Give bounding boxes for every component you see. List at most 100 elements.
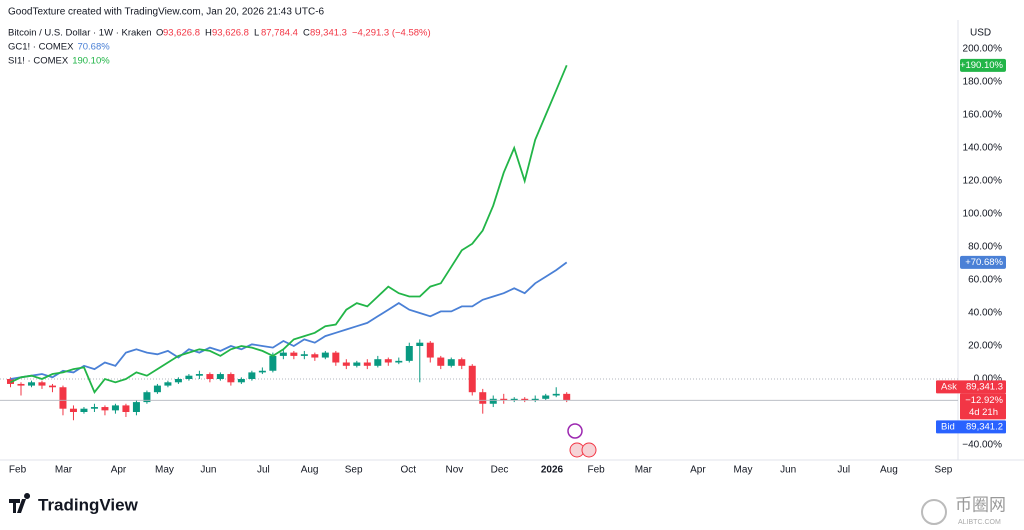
ohlc-value: 93,626.8 [163,28,200,39]
event-icon [567,423,583,439]
watermark: 币圈网 [955,495,1006,514]
ask-box [936,380,1006,394]
watermark-icon [921,499,947,525]
watermark-sub: ALIBTC.COM [958,519,1001,526]
y-tick-label: 40.00% [968,308,1002,319]
y-tick-label: 100.00% [963,209,1003,220]
candle-body [342,362,350,366]
y-tick-label: 140.00% [963,143,1003,154]
x-tick-label: Aug [880,465,898,476]
candle-body [353,362,361,366]
candle-body [248,372,256,379]
ask-value: 89,341.3 [966,381,1003,392]
x-tick-label: May [155,465,174,476]
legend-value: 70.68% [77,42,110,53]
symbol: Bitcoin / U.S. Dollar · 1W · Kraken [8,28,152,39]
x-tick-label: Jul [837,465,850,476]
x-tick-label: Mar [635,465,653,476]
x-tick-label: Feb [587,465,605,476]
caption: GoodTexture created with TradingView.com… [8,7,325,18]
ohlc-value: 93,626.8 [212,28,249,39]
x-tick-label: 2026 [541,465,564,476]
y-tick-label: 120.00% [963,176,1003,187]
candle-body [216,374,224,379]
y-tick-label: 200.00% [963,44,1003,55]
ohlc-label: H [205,28,212,39]
x-tick-label: Aug [301,465,319,476]
currency: USD [970,28,991,39]
x-tick-label: Sep [935,465,953,476]
candle-body [174,379,182,383]
candle-body [500,398,508,401]
candle-body [269,355,277,371]
candle-body [90,407,98,409]
candle-body [363,362,371,366]
candle-body [111,405,119,411]
candle-body [384,359,392,363]
y-tick-label: −40.00% [962,440,1002,451]
candle-body [510,398,518,401]
candle-body [153,385,161,393]
last-value-label: +70.68% [965,257,1003,268]
candle-body [311,354,319,358]
candle-body [437,357,445,366]
ask-label: Ask [941,381,957,392]
legend-value: 190.10% [72,56,110,67]
legend-name: GC1! · COMEX [8,42,74,53]
x-tick-label: May [734,465,753,476]
candle-body [542,395,550,399]
y-tick-label: 80.00% [968,242,1002,253]
legend-name: SI1! · COMEX [8,56,69,67]
candle-body [290,352,298,356]
countdown: 4d 21h [969,407,998,418]
candle-body [101,407,109,411]
x-tick-label: Apr [111,465,127,476]
y-tick-label: 20.00% [968,341,1002,352]
candle-body [206,374,214,379]
y-tick-label: 180.00% [963,77,1003,88]
x-tick-label: Oct [400,465,416,476]
candle-body [332,352,340,363]
candle-body [563,393,571,401]
bid-value: 89,341.2 [966,421,1003,432]
candle-body [69,408,77,412]
candle-body [489,398,497,404]
candle-body [227,374,235,383]
ohlc-label: O [156,28,163,39]
candle-body [164,382,172,386]
candle-body [80,408,88,412]
candle-body [48,385,56,388]
bid-label: Bid [941,421,955,432]
candle-body [447,359,455,366]
change-box [960,393,1006,420]
candle-body [17,383,25,386]
brand-logo [9,493,31,513]
change-label: −12.92% [965,395,1003,406]
ohlc-label: C [303,28,310,39]
candle-body [426,342,434,358]
last-value-box [960,58,1006,72]
y-tick-label: 60.00% [968,275,1002,286]
candle-body [416,342,424,346]
candle-body [521,398,529,401]
candle-body [300,354,308,356]
x-tick-label: Feb [9,465,27,476]
x-tick-label: Jun [780,465,796,476]
x-tick-label: Nov [446,465,464,476]
candle-body [531,398,539,401]
candle-body [258,370,266,373]
candle-body [479,392,487,404]
candle-body [237,379,245,383]
y-tick-label: 160.00% [963,110,1003,121]
candle-body [405,346,413,361]
candle-body [321,352,329,358]
candle-body [132,402,140,412]
candle-body [185,375,193,379]
series-line [10,64,568,394]
candle-body [195,374,203,376]
candle-body [458,359,466,366]
x-tick-label: Sep [345,465,363,476]
last-value-box [960,255,1006,269]
y-tick-label: 0.00% [974,374,1002,385]
